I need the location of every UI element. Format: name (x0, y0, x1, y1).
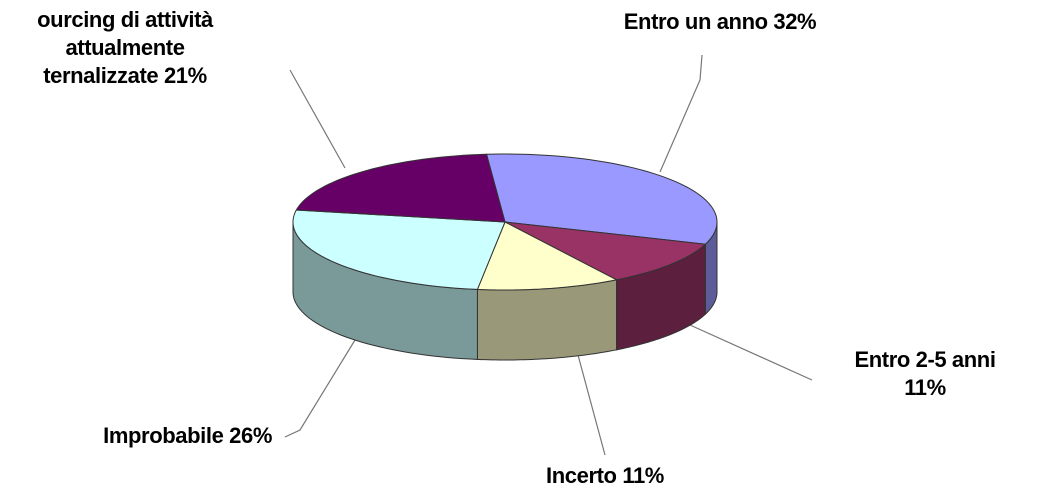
leader-line (577, 354, 606, 456)
category-label: Entro 2-5 anni (854, 347, 996, 372)
slice (295, 153, 506, 223)
value-label: 32% (773, 9, 817, 34)
slice-label: Entro un anno 32% (560, 8, 880, 36)
slice (504, 221, 707, 281)
slice-label: Improbabile 26% (0, 422, 272, 450)
category-label: Entro un anno (623, 9, 768, 34)
leader-line (689, 324, 813, 381)
leader-line (659, 54, 703, 173)
pie (292, 153, 718, 361)
slice-label: Entro 2-5 anni 11% (810, 346, 1040, 402)
value-label: 26% (229, 423, 272, 448)
slice-label: ourcing di attività attualmente ternaliz… (0, 6, 260, 90)
value-label: 21% (163, 63, 207, 88)
slice-side (476, 279, 618, 361)
leader-line (284, 339, 356, 438)
slice (476, 221, 619, 291)
category-label: Incerto (546, 463, 617, 488)
slice (292, 209, 506, 290)
category-label: Improbabile (103, 423, 224, 448)
value-label: 11% (904, 375, 946, 400)
slice (485, 153, 718, 245)
value-label: 11% (622, 463, 664, 488)
slice-label: Incerto 11% (480, 462, 730, 490)
leader-line (289, 69, 346, 169)
category-label: ourcing di attività attualmente ternaliz… (37, 7, 213, 88)
leader-lines (284, 54, 813, 456)
